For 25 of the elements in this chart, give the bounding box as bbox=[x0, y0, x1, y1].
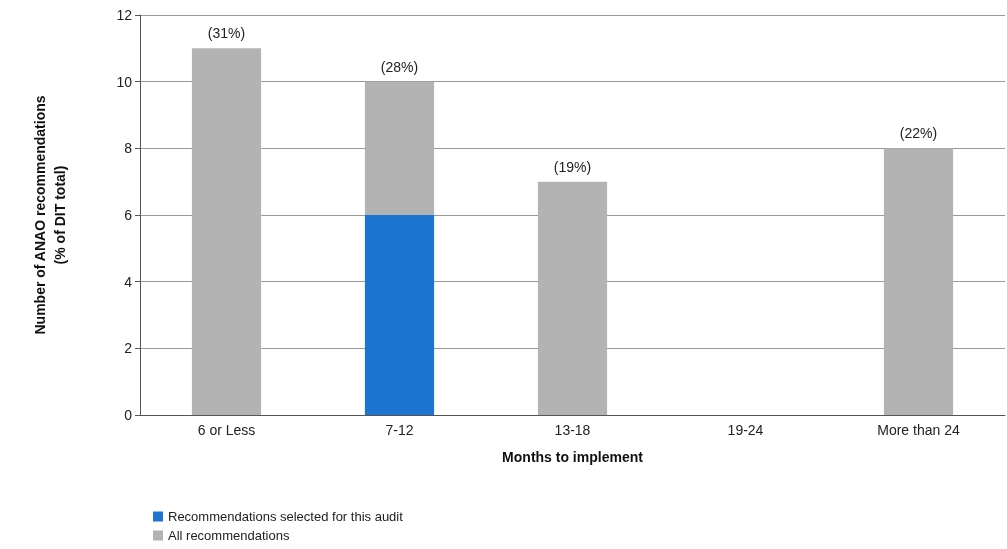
annotation: (28%) bbox=[380, 58, 419, 75]
x-tick-label: More than 24 bbox=[877, 422, 960, 438]
y-tick-label: 10 bbox=[116, 73, 133, 90]
y-tick-label: 6 bbox=[124, 207, 133, 223]
annotation: (31%) bbox=[207, 25, 246, 42]
annotation: (19%) bbox=[553, 158, 592, 175]
legend-label: All recommendations bbox=[168, 528, 290, 543]
x-axis-title: Months to implement bbox=[502, 449, 644, 465]
y-tick-label: 4 bbox=[124, 273, 133, 290]
bar bbox=[537, 181, 608, 415]
y-axis-title: Number of ANAO recommendations (% of DIT total) bbox=[32, 95, 68, 335]
y-tick-label: 8 bbox=[124, 140, 133, 157]
bar bbox=[364, 81, 435, 215]
bar bbox=[883, 148, 954, 415]
x-tick-label: 13-18 bbox=[554, 422, 591, 438]
bar bbox=[191, 48, 262, 415]
bar bbox=[364, 215, 435, 415]
y-tick-label: 0 bbox=[124, 407, 133, 423]
x-tick-label: 7-12 bbox=[385, 422, 414, 438]
x-tick-label: 19-24 bbox=[727, 422, 764, 438]
legend-label: Recommendations selected for this audit bbox=[168, 509, 404, 524]
y-tick-label: 2 bbox=[124, 340, 133, 357]
annotation: (22%) bbox=[899, 125, 938, 142]
y-tick-label: 12 bbox=[116, 7, 133, 23]
x-tick-label: 6 or Less bbox=[197, 422, 256, 438]
